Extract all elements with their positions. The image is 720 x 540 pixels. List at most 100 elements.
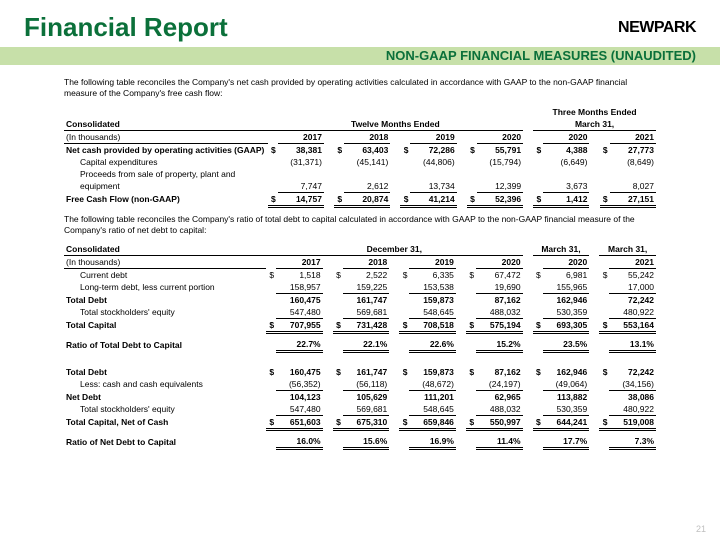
yr: 2020 bbox=[476, 255, 522, 268]
cell: 17,000 bbox=[609, 281, 656, 294]
cell: 22.7% bbox=[276, 338, 322, 352]
cell: 8,027 bbox=[610, 180, 656, 193]
intro-text-1: The following table reconciles the Compa… bbox=[64, 77, 656, 100]
cell: 693,305 bbox=[543, 318, 589, 332]
yr: 2021 bbox=[610, 130, 656, 143]
cell: 659,846 bbox=[409, 415, 455, 429]
cell: 153,538 bbox=[409, 281, 455, 294]
cell: (6,649) bbox=[543, 156, 589, 168]
cell: 72,242 bbox=[609, 293, 656, 306]
cell: 55,791 bbox=[477, 143, 523, 156]
cell: 1,518 bbox=[276, 268, 322, 281]
cell: 480,922 bbox=[609, 403, 656, 416]
cell: (44,806) bbox=[410, 156, 456, 168]
cell: 27,773 bbox=[610, 143, 656, 156]
cell: (15,794) bbox=[477, 156, 523, 168]
cell: 161,747 bbox=[343, 293, 389, 306]
cell: 7,747 bbox=[278, 180, 324, 193]
cell: 707,955 bbox=[276, 318, 322, 332]
cell: 15.6% bbox=[343, 435, 389, 449]
cell: 162,946 bbox=[543, 293, 589, 306]
cell: 569,681 bbox=[343, 403, 389, 416]
cell: 575,194 bbox=[476, 318, 522, 332]
cell: 20,874 bbox=[344, 192, 390, 206]
cell: 160,475 bbox=[276, 366, 322, 378]
cell: 22.6% bbox=[409, 338, 455, 352]
cell: 162,946 bbox=[543, 366, 589, 378]
cell: 7.3% bbox=[609, 435, 656, 449]
cell: 553,164 bbox=[609, 318, 656, 332]
row-label: Total Capital, Net of Cash bbox=[64, 415, 266, 429]
row-label: Net cash provided by operating activitie… bbox=[64, 143, 268, 156]
yr: 2020 bbox=[543, 130, 589, 143]
cell: 23.5% bbox=[543, 338, 589, 352]
cell: 38,381 bbox=[278, 143, 324, 156]
row-label: Capital expenditures bbox=[64, 156, 268, 168]
cell: 548,645 bbox=[409, 403, 455, 416]
cell: 159,873 bbox=[409, 293, 455, 306]
cell: 22.1% bbox=[343, 338, 389, 352]
col-head-m31: March 31, bbox=[533, 118, 656, 131]
cell: 62,965 bbox=[476, 390, 522, 403]
cell: 675,310 bbox=[343, 415, 389, 429]
cell: 708,518 bbox=[409, 318, 455, 332]
yr: 2017 bbox=[276, 255, 322, 268]
cell: (24,197) bbox=[476, 378, 522, 391]
cell: 105,629 bbox=[343, 390, 389, 403]
page-number: 21 bbox=[696, 524, 706, 534]
cell: 488,032 bbox=[476, 306, 522, 319]
page-root: Financial Report NEWPARK NON-GAAP FINANC… bbox=[0, 0, 720, 540]
consolidated-label: Consolidated bbox=[64, 118, 268, 131]
cell: 72,286 bbox=[410, 143, 456, 156]
fcf-table: Three Months Ended Consolidated Twelve M… bbox=[64, 106, 656, 208]
cell: (34,156) bbox=[609, 378, 656, 391]
row-label: Long-term debt, less current portion bbox=[64, 281, 266, 294]
cell: 2,612 bbox=[344, 180, 390, 193]
cell: (49,064) bbox=[543, 378, 589, 391]
cell: 63,403 bbox=[344, 143, 390, 156]
cell: 52,396 bbox=[477, 192, 523, 206]
cell: (8,649) bbox=[610, 156, 656, 168]
yr: 2021 bbox=[609, 255, 656, 268]
cell: 6,335 bbox=[409, 268, 455, 281]
cell: 488,032 bbox=[476, 403, 522, 416]
row-label: Less: cash and cash equivalents bbox=[64, 378, 266, 391]
cell: 731,428 bbox=[343, 318, 389, 332]
col-head-3m: Three Months Ended bbox=[533, 106, 656, 118]
cell: 67,472 bbox=[476, 268, 522, 281]
cell: 158,957 bbox=[276, 281, 322, 294]
yr: 2019 bbox=[410, 130, 456, 143]
subtitle-bar: NON-GAAP FINANCIAL MEASURES (UNAUDITED) bbox=[0, 47, 720, 65]
yr: 2020 bbox=[477, 130, 523, 143]
yr: 2019 bbox=[409, 255, 455, 268]
cell: 87,162 bbox=[476, 366, 522, 378]
units-label: (In thousands) bbox=[64, 255, 266, 268]
cell: 27,151 bbox=[610, 192, 656, 206]
cell: 547,480 bbox=[276, 306, 322, 319]
cell: (31,371) bbox=[278, 156, 324, 168]
cell: 87,162 bbox=[476, 293, 522, 306]
cell: 111,201 bbox=[409, 390, 455, 403]
cell: 644,241 bbox=[543, 415, 589, 429]
cell: (56,352) bbox=[276, 378, 322, 391]
cell: 480,922 bbox=[609, 306, 656, 319]
row-label: Ratio of Net Debt to Capital bbox=[64, 435, 266, 449]
row-label: Total Debt bbox=[64, 293, 266, 306]
cell: 161,747 bbox=[343, 366, 389, 378]
cell: 160,475 bbox=[276, 293, 322, 306]
cell: 72,242 bbox=[609, 366, 656, 378]
row-label: Total Debt bbox=[64, 366, 266, 378]
brand-logo: NEWPARK bbox=[618, 19, 696, 37]
cell: 569,681 bbox=[343, 306, 389, 319]
row-label: Current debt bbox=[64, 268, 266, 281]
cell: 38,086 bbox=[609, 390, 656, 403]
cell: 1,412 bbox=[543, 192, 589, 206]
cell: 155,965 bbox=[543, 281, 589, 294]
cell: 13.1% bbox=[609, 338, 656, 352]
cell: 6,981 bbox=[543, 268, 589, 281]
yr: 2018 bbox=[344, 130, 390, 143]
row-label: Free Cash Flow (non-GAAP) bbox=[64, 192, 268, 206]
cell: 113,882 bbox=[543, 390, 589, 403]
cell: 530,359 bbox=[543, 306, 589, 319]
row-label: Total stockholders' equity bbox=[64, 403, 266, 416]
